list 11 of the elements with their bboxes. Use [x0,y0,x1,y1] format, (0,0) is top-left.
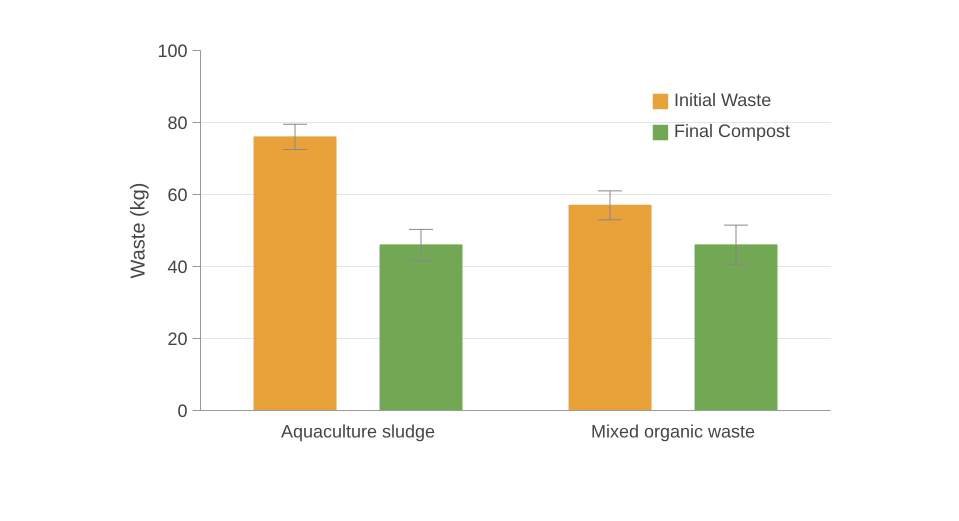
x-tick-label: Aquaculture sludge [280,422,436,442]
y-tick-label: 100 [157,41,188,61]
y-tick-label: 0 [177,401,188,421]
x-tick-label: Mixed organic waste [590,422,756,442]
y-tick-label: 20 [167,329,188,349]
legend-label: Final Compost [674,121,790,142]
y-tick-label: 40 [167,257,188,277]
y-axis-title: Waste (kg) [127,182,150,278]
y-tick-label: 80 [167,113,188,133]
legend-label: Initial Waste [674,90,772,111]
y-tick-label: 60 [167,185,188,205]
